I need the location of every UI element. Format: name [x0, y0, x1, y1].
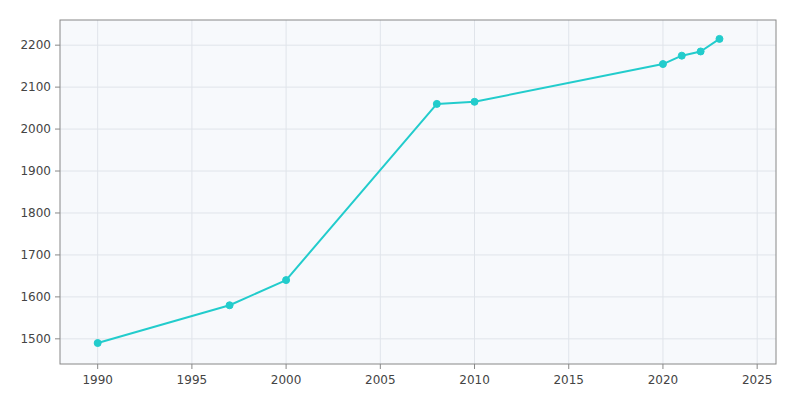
x-tick-label: 2020: [648, 373, 679, 387]
y-grid-line: [60, 296, 776, 297]
x-tick: [97, 364, 98, 369]
marker: [659, 61, 666, 68]
y-tick: [55, 296, 60, 297]
y-tick-label: 1800: [20, 206, 51, 220]
y-tick: [55, 129, 60, 130]
x-grid-line: [474, 20, 475, 364]
x-tick: [191, 364, 192, 369]
line: [98, 39, 720, 343]
y-tick: [55, 212, 60, 213]
marker: [716, 35, 723, 42]
x-tick: [474, 364, 475, 369]
x-tick: [286, 364, 287, 369]
marker: [94, 340, 101, 347]
x-tick-label: 1990: [82, 373, 113, 387]
x-grid-line: [97, 20, 98, 364]
marker: [697, 48, 704, 55]
marker: [226, 302, 233, 309]
y-tick: [55, 338, 60, 339]
y-tick-label: 1600: [20, 290, 51, 304]
x-tick: [757, 364, 758, 369]
y-grid-line: [60, 129, 776, 130]
y-grid-line: [60, 45, 776, 46]
x-grid-line: [286, 20, 287, 364]
y-grid-line: [60, 338, 776, 339]
y-tick: [55, 87, 60, 88]
x-grid-line: [662, 20, 663, 364]
plot-frame: [60, 20, 776, 364]
y-tick: [55, 45, 60, 46]
marker: [678, 52, 685, 59]
y-tick: [55, 254, 60, 255]
x-tick-label: 2010: [459, 373, 490, 387]
y-tick-label: 2000: [20, 122, 51, 136]
x-tick-label: 2025: [742, 373, 773, 387]
x-tick-label: 1995: [177, 373, 208, 387]
y-tick-label: 1700: [20, 248, 51, 262]
series: [94, 35, 723, 346]
y-tick-label: 2100: [20, 80, 51, 94]
x-grid-line: [191, 20, 192, 364]
y-tick: [55, 171, 60, 172]
y-grid-line: [60, 87, 776, 88]
x-grid-line: [380, 20, 381, 364]
x-tick: [568, 364, 569, 369]
marker: [471, 98, 478, 105]
x-grid-line: [757, 20, 758, 364]
x-tick-label: 2005: [365, 373, 396, 387]
marker: [283, 277, 290, 284]
x-grid-line: [568, 20, 569, 364]
x-tick: [662, 364, 663, 369]
chart: 1990 1995 2000 2005 2010 2015 2020 2025 1500 1600…: [0, 0, 800, 400]
x-tick-label: 2015: [553, 373, 584, 387]
x-tick: [380, 364, 381, 369]
marker: [433, 100, 440, 107]
grid: [60, 20, 776, 364]
axes: 1990 1995 2000 2005 2010 2015 2020 2025 1500 1600…: [20, 20, 776, 387]
chart-container: 1990 1995 2000 2005 2010 2015 2020 2025 1500 1600…: [0, 0, 800, 400]
plot-area: [60, 20, 776, 364]
y-tick-label: 2200: [20, 38, 51, 52]
y-grid-line: [60, 212, 776, 213]
y-tick-label: 1900: [20, 164, 51, 178]
x-tick-label: 2000: [271, 373, 302, 387]
y-tick-label: 1500: [20, 332, 51, 346]
y-grid-line: [60, 254, 776, 255]
y-grid-line: [60, 171, 776, 172]
